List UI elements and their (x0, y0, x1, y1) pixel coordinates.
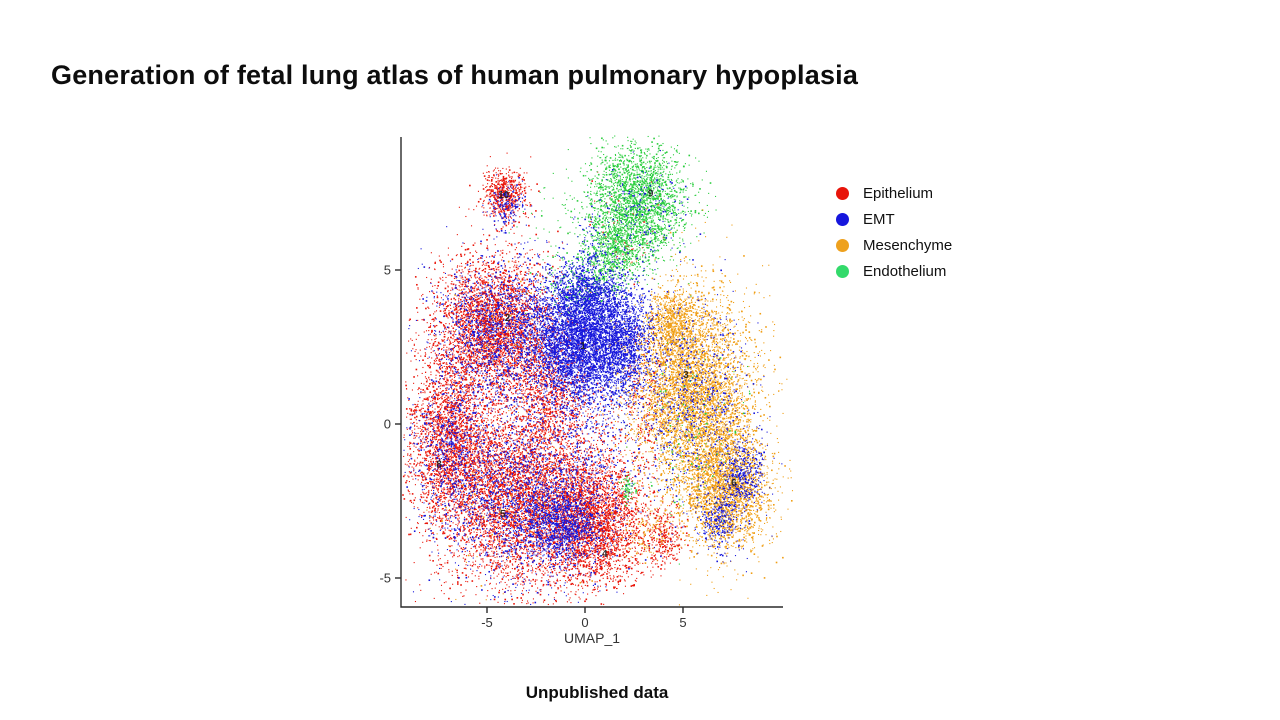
legend-item: Epithelium (836, 185, 952, 202)
slide-title: Generation of fetal lung atlas of human … (51, 60, 859, 91)
legend-swatch-dot (836, 187, 849, 200)
legend-label: Epithelium (863, 185, 934, 202)
legend-label: Endothelium (863, 263, 947, 280)
legend-swatch-dot (836, 213, 849, 226)
legend-item: EMT (836, 211, 952, 228)
legend-swatch-dot (836, 265, 849, 278)
legend-item: Endothelium (836, 263, 952, 280)
footer-note: Unpublished data (525, 683, 669, 702)
legend-label: Mesenchyme (863, 237, 953, 254)
cluster-legend: Epithelium EMT Mesenchyme Endothelium (836, 185, 952, 280)
legend-swatch-dot (836, 239, 849, 252)
legend-label: EMT (863, 211, 895, 228)
legend-item: Mesenchyme (836, 237, 952, 254)
umap-scatter-canvas (340, 130, 800, 660)
umap-figure (340, 130, 800, 660)
